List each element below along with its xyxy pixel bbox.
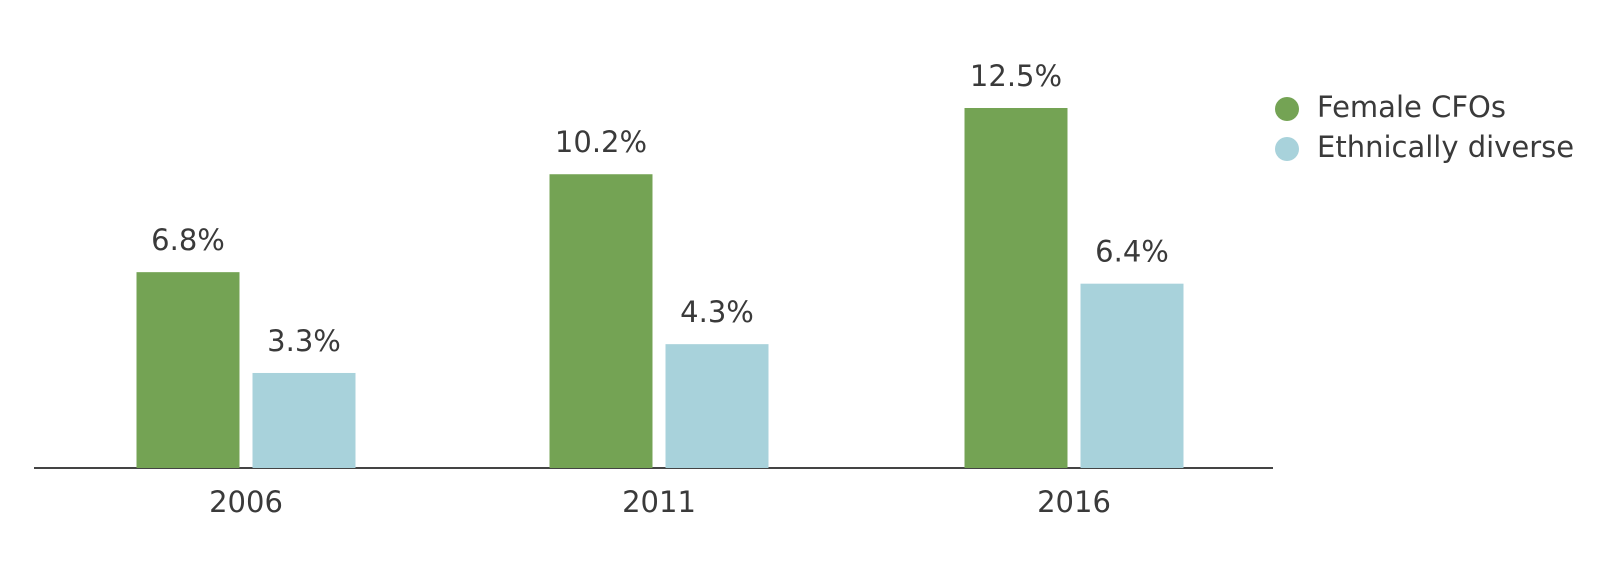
legend-swatch [1275,137,1299,161]
bar [1080,283,1184,468]
bar [964,108,1068,468]
value-label: 12.5% [970,59,1062,93]
legend-swatch [1275,97,1299,121]
x-tick-label: 2006 [209,485,283,519]
value-label: 3.3% [267,324,341,358]
bar [136,272,240,468]
bar [252,372,356,468]
value-label: 4.3% [680,295,754,329]
legend-label: Female CFOs [1317,90,1506,124]
x-tick-label: 2016 [1037,485,1111,519]
x-tick-label: 2011 [622,485,696,519]
value-label: 6.8% [151,223,225,257]
value-label: 6.4% [1095,235,1169,269]
bar [549,174,653,469]
bar [665,344,769,468]
legend-label: Ethnically diverse [1317,130,1574,164]
value-label: 10.2% [555,125,647,159]
